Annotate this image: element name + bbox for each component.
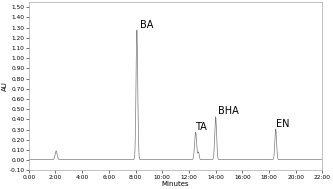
Text: TA: TA: [195, 122, 207, 132]
X-axis label: Minutes: Minutes: [162, 181, 189, 187]
Text: EN: EN: [276, 119, 290, 129]
Text: BA: BA: [140, 20, 153, 30]
Text: BHA: BHA: [218, 106, 238, 116]
Y-axis label: AU: AU: [2, 81, 8, 91]
